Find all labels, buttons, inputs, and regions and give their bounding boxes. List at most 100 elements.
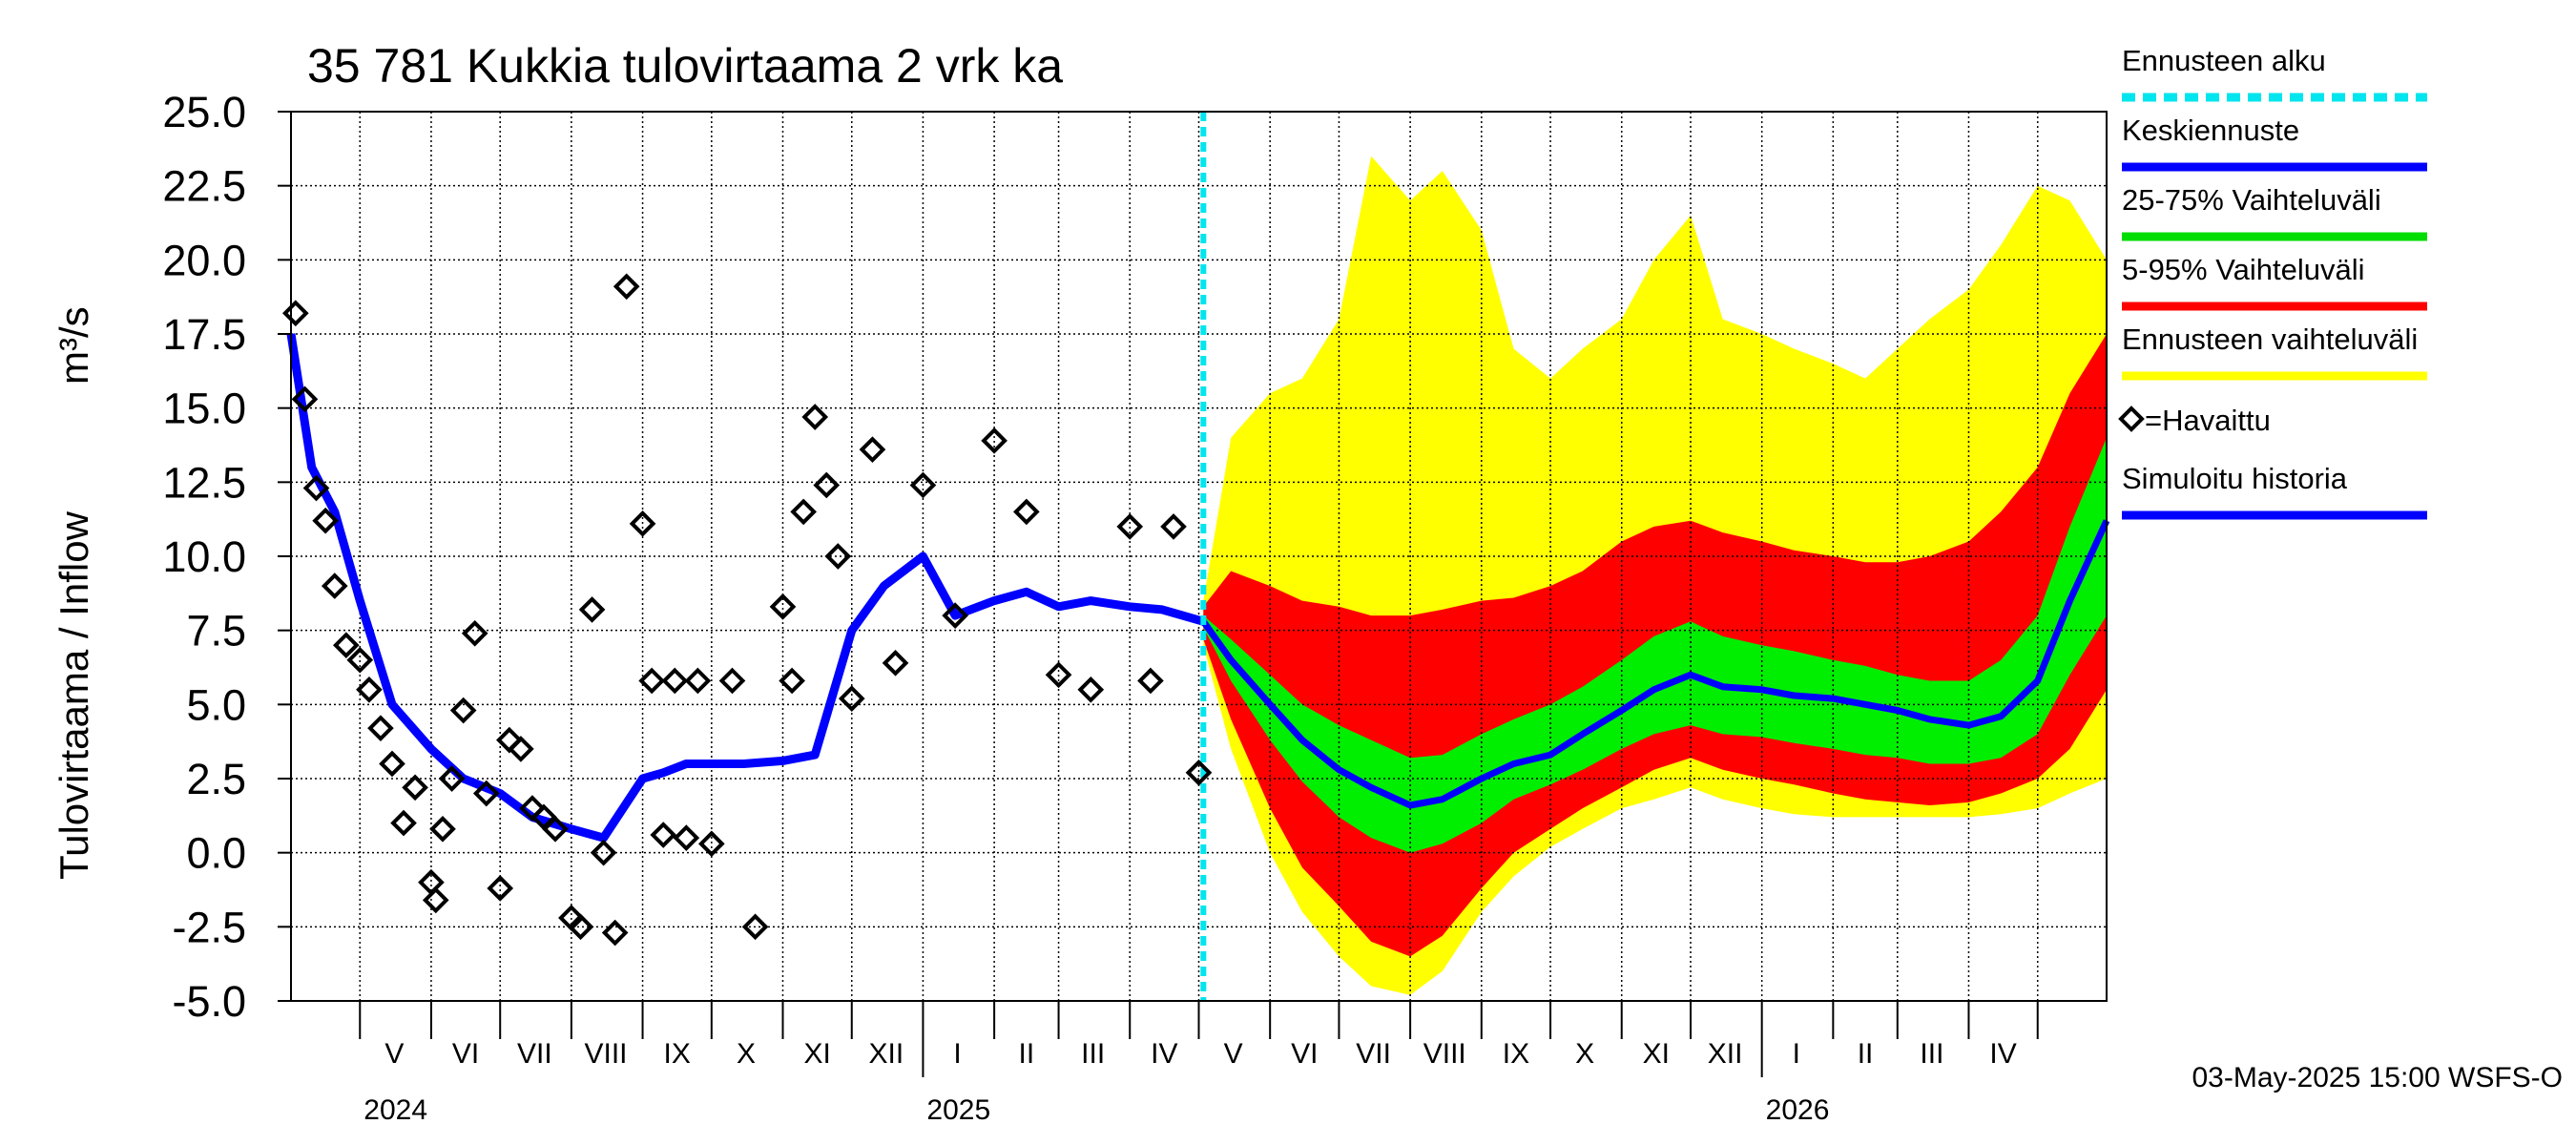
observed-point <box>718 667 746 695</box>
observed-point <box>367 715 394 742</box>
month-label: V <box>1224 1038 1243 1070</box>
observed-point <box>838 685 865 712</box>
y-tick-label: 10.0 <box>162 532 246 581</box>
month-label: I <box>953 1038 961 1070</box>
y-tick-label: 0.0 <box>186 829 246 878</box>
y-tick-label: 2.5 <box>186 755 246 803</box>
observed-point <box>542 815 569 843</box>
observed-point <box>1160 513 1187 540</box>
observed-point <box>1077 676 1105 703</box>
year-label: 2025 <box>926 1094 990 1126</box>
y-axis-label: Tulovirtaama / Inflow <box>52 510 96 880</box>
month-label: VI <box>1291 1038 1318 1070</box>
observed-markers <box>281 273 1213 947</box>
observed-point <box>578 596 606 623</box>
observed-point <box>824 543 852 570</box>
observed-point <box>813 471 841 499</box>
observed-point <box>859 436 886 463</box>
observed-point <box>684 667 712 695</box>
observed-point <box>346 646 374 674</box>
observed-point <box>779 667 805 695</box>
legend-label: Keskiennuste <box>2122 114 2299 147</box>
band-25-75 <box>1203 437 2107 853</box>
observed-point <box>801 404 829 430</box>
legend: Ennusteen alku Keskiennuste 25-75% Vaihtel… <box>2118 44 2427 520</box>
observed-point <box>697 830 725 858</box>
legend-label: Simuloitu historia <box>2122 462 2348 495</box>
y-tick-label: 7.5 <box>186 607 246 656</box>
legend-label: =Havaittu <box>2145 404 2271 437</box>
observed-point <box>1137 667 1164 695</box>
observed-point <box>429 815 456 843</box>
month-label: VII <box>517 1038 552 1070</box>
observed-point <box>629 510 656 537</box>
y-tick-label: -5.0 <box>172 977 246 1026</box>
legend-label: 5-95% Vaihteluväli <box>2122 253 2364 286</box>
observed-point <box>302 474 330 502</box>
legend-item: Keskiennuste <box>2122 114 2427 172</box>
observed-point <box>487 875 514 902</box>
legend-item: Ennusteen vaihteluväli <box>2122 323 2427 381</box>
plot-frame <box>278 111 2108 1077</box>
month-label: X <box>1575 1038 1594 1070</box>
y-axis-unit: m³/s <box>52 306 96 385</box>
observed-point <box>1013 498 1040 526</box>
month-label: VII <box>1356 1038 1391 1070</box>
observed-point <box>790 498 818 526</box>
legend-item: 25-75% Vaihteluväli <box>2122 183 2427 241</box>
series-lines <box>286 112 2110 1001</box>
y-tick-label: 22.5 <box>162 162 246 211</box>
observed-point <box>379 750 405 778</box>
simulated-history-line <box>286 333 1205 843</box>
footer-timestamp: 03-May-2025 15:00 WSFS-O <box>2192 1062 2564 1093</box>
month-label: IV <box>1989 1038 2016 1070</box>
observed-point <box>1185 759 1213 786</box>
month-label: II <box>1018 1038 1034 1070</box>
observed-point <box>882 650 909 677</box>
observed-point <box>1045 661 1072 689</box>
observed-point <box>981 427 1008 454</box>
month-label: VI <box>452 1038 479 1070</box>
month-label: IX <box>1503 1038 1529 1070</box>
legend-item: Ennusteen alku <box>2122 44 2427 102</box>
observed-point <box>567 913 594 941</box>
month-label: XII <box>869 1038 904 1070</box>
observed-point <box>590 839 617 866</box>
legend-item: Simuloitu historia <box>2122 462 2427 520</box>
y-axis-label-group: Tulovirtaama / Inflow m³/s <box>52 306 96 880</box>
observed-point <box>1116 513 1144 540</box>
month-label: V <box>384 1038 404 1070</box>
month-label: III <box>1920 1038 1943 1070</box>
month-label: XI <box>803 1038 830 1070</box>
observed-point <box>332 632 360 659</box>
month-label: XI <box>1643 1038 1670 1070</box>
month-label: XII <box>1708 1038 1743 1070</box>
observed-point <box>291 385 319 413</box>
forecast-mean-line <box>1200 519 2110 809</box>
observed-point <box>461 619 488 647</box>
observed-point <box>909 471 937 499</box>
y-tick-label: 20.0 <box>162 236 246 284</box>
y-tick-labels: 25.0 22.5 20.0 17.5 15.0 12.5 10.0 7.5 5.0 2.5 0.0… <box>162 88 246 1026</box>
observed-point <box>613 273 640 301</box>
year-label: 2024 <box>364 1094 427 1126</box>
legend-label: Ennusteen vaihteluväli <box>2122 323 2418 356</box>
y-tick-label: 25.0 <box>162 88 246 136</box>
observed-point <box>661 667 689 695</box>
observed-point <box>508 736 534 762</box>
legend-item: 5-95% Vaihteluväli <box>2122 253 2427 311</box>
legend-label: Ennusteen alku <box>2122 44 2326 77</box>
observed-point <box>769 593 797 620</box>
month-label: III <box>1081 1038 1105 1070</box>
month-label: IX <box>664 1038 691 1070</box>
observed-point <box>356 676 383 703</box>
observed-point <box>390 809 417 837</box>
observed-point <box>312 507 339 534</box>
observed-point <box>321 572 348 599</box>
y-tick-label: 17.5 <box>162 310 246 359</box>
y-tick-label: 5.0 <box>186 680 246 729</box>
month-label: II <box>1858 1038 1874 1070</box>
observed-point <box>281 300 309 327</box>
